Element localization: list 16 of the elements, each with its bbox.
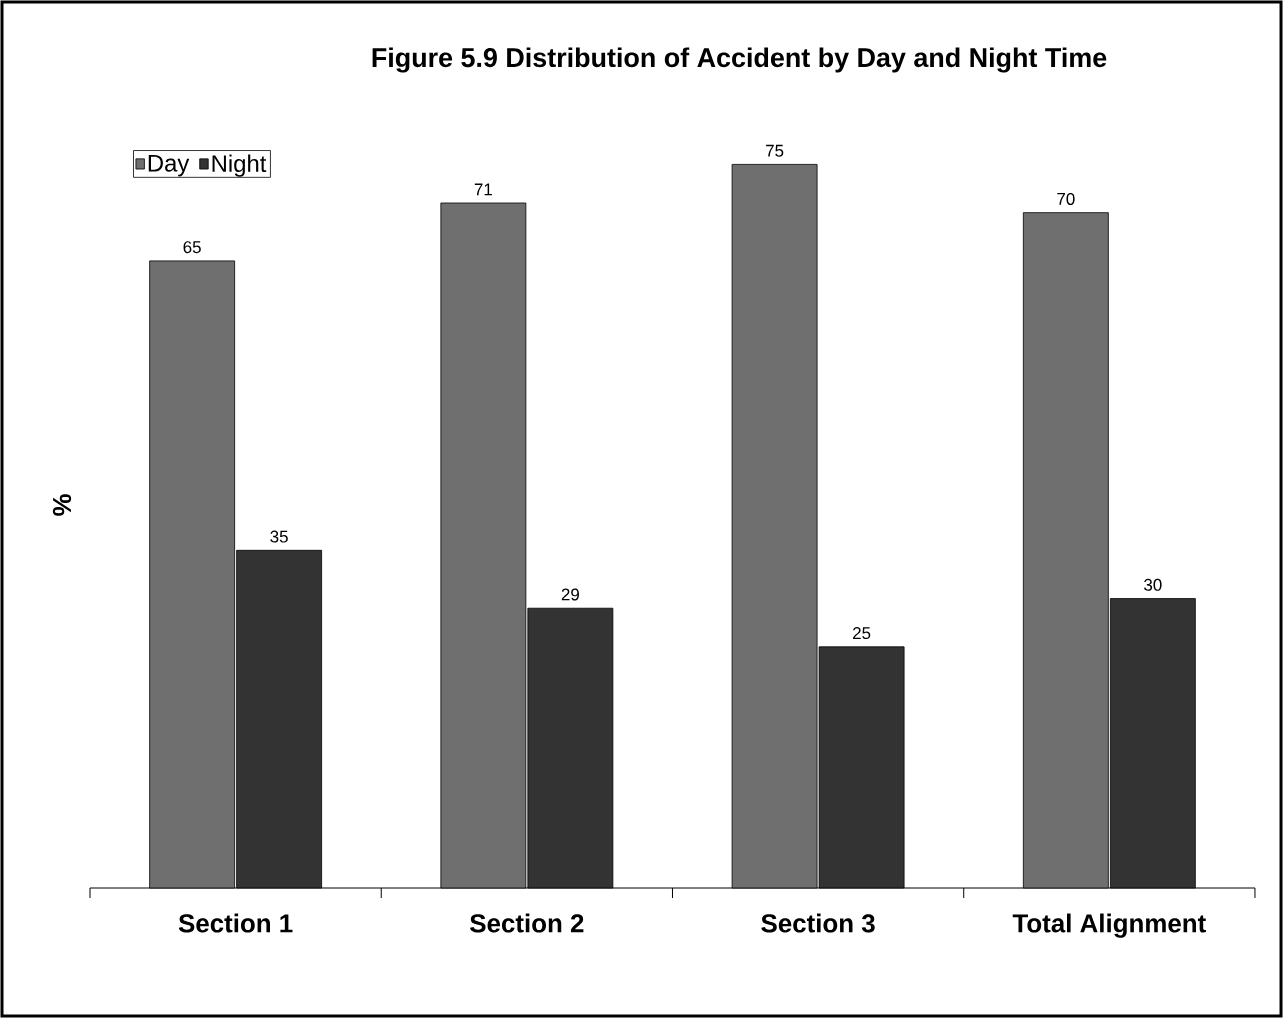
data-label: 25 [853, 627, 871, 640]
chart-title: Figure 5.9 Distribution of Accident by Day and Night Time [372, 47, 1107, 73]
y-axis-title: % [52, 494, 72, 516]
data-label: 29 [561, 588, 579, 601]
data-label: 70 [1057, 192, 1075, 205]
data-label: 71 [474, 183, 492, 196]
data-label: 75 [766, 144, 784, 157]
legend-label: Day [148, 154, 190, 177]
x-tick-label: Section 1 [178, 913, 293, 933]
data-label: 30 [1144, 578, 1162, 591]
x-tick-label: Section 2 [470, 913, 584, 933]
data-label: 35 [270, 530, 288, 543]
x-tick-label: Section 3 [761, 913, 875, 933]
x-tick-label: Total Alignment [1012, 913, 1206, 938]
legend-label: Night [212, 154, 267, 177]
data-label: 65 [183, 241, 201, 254]
